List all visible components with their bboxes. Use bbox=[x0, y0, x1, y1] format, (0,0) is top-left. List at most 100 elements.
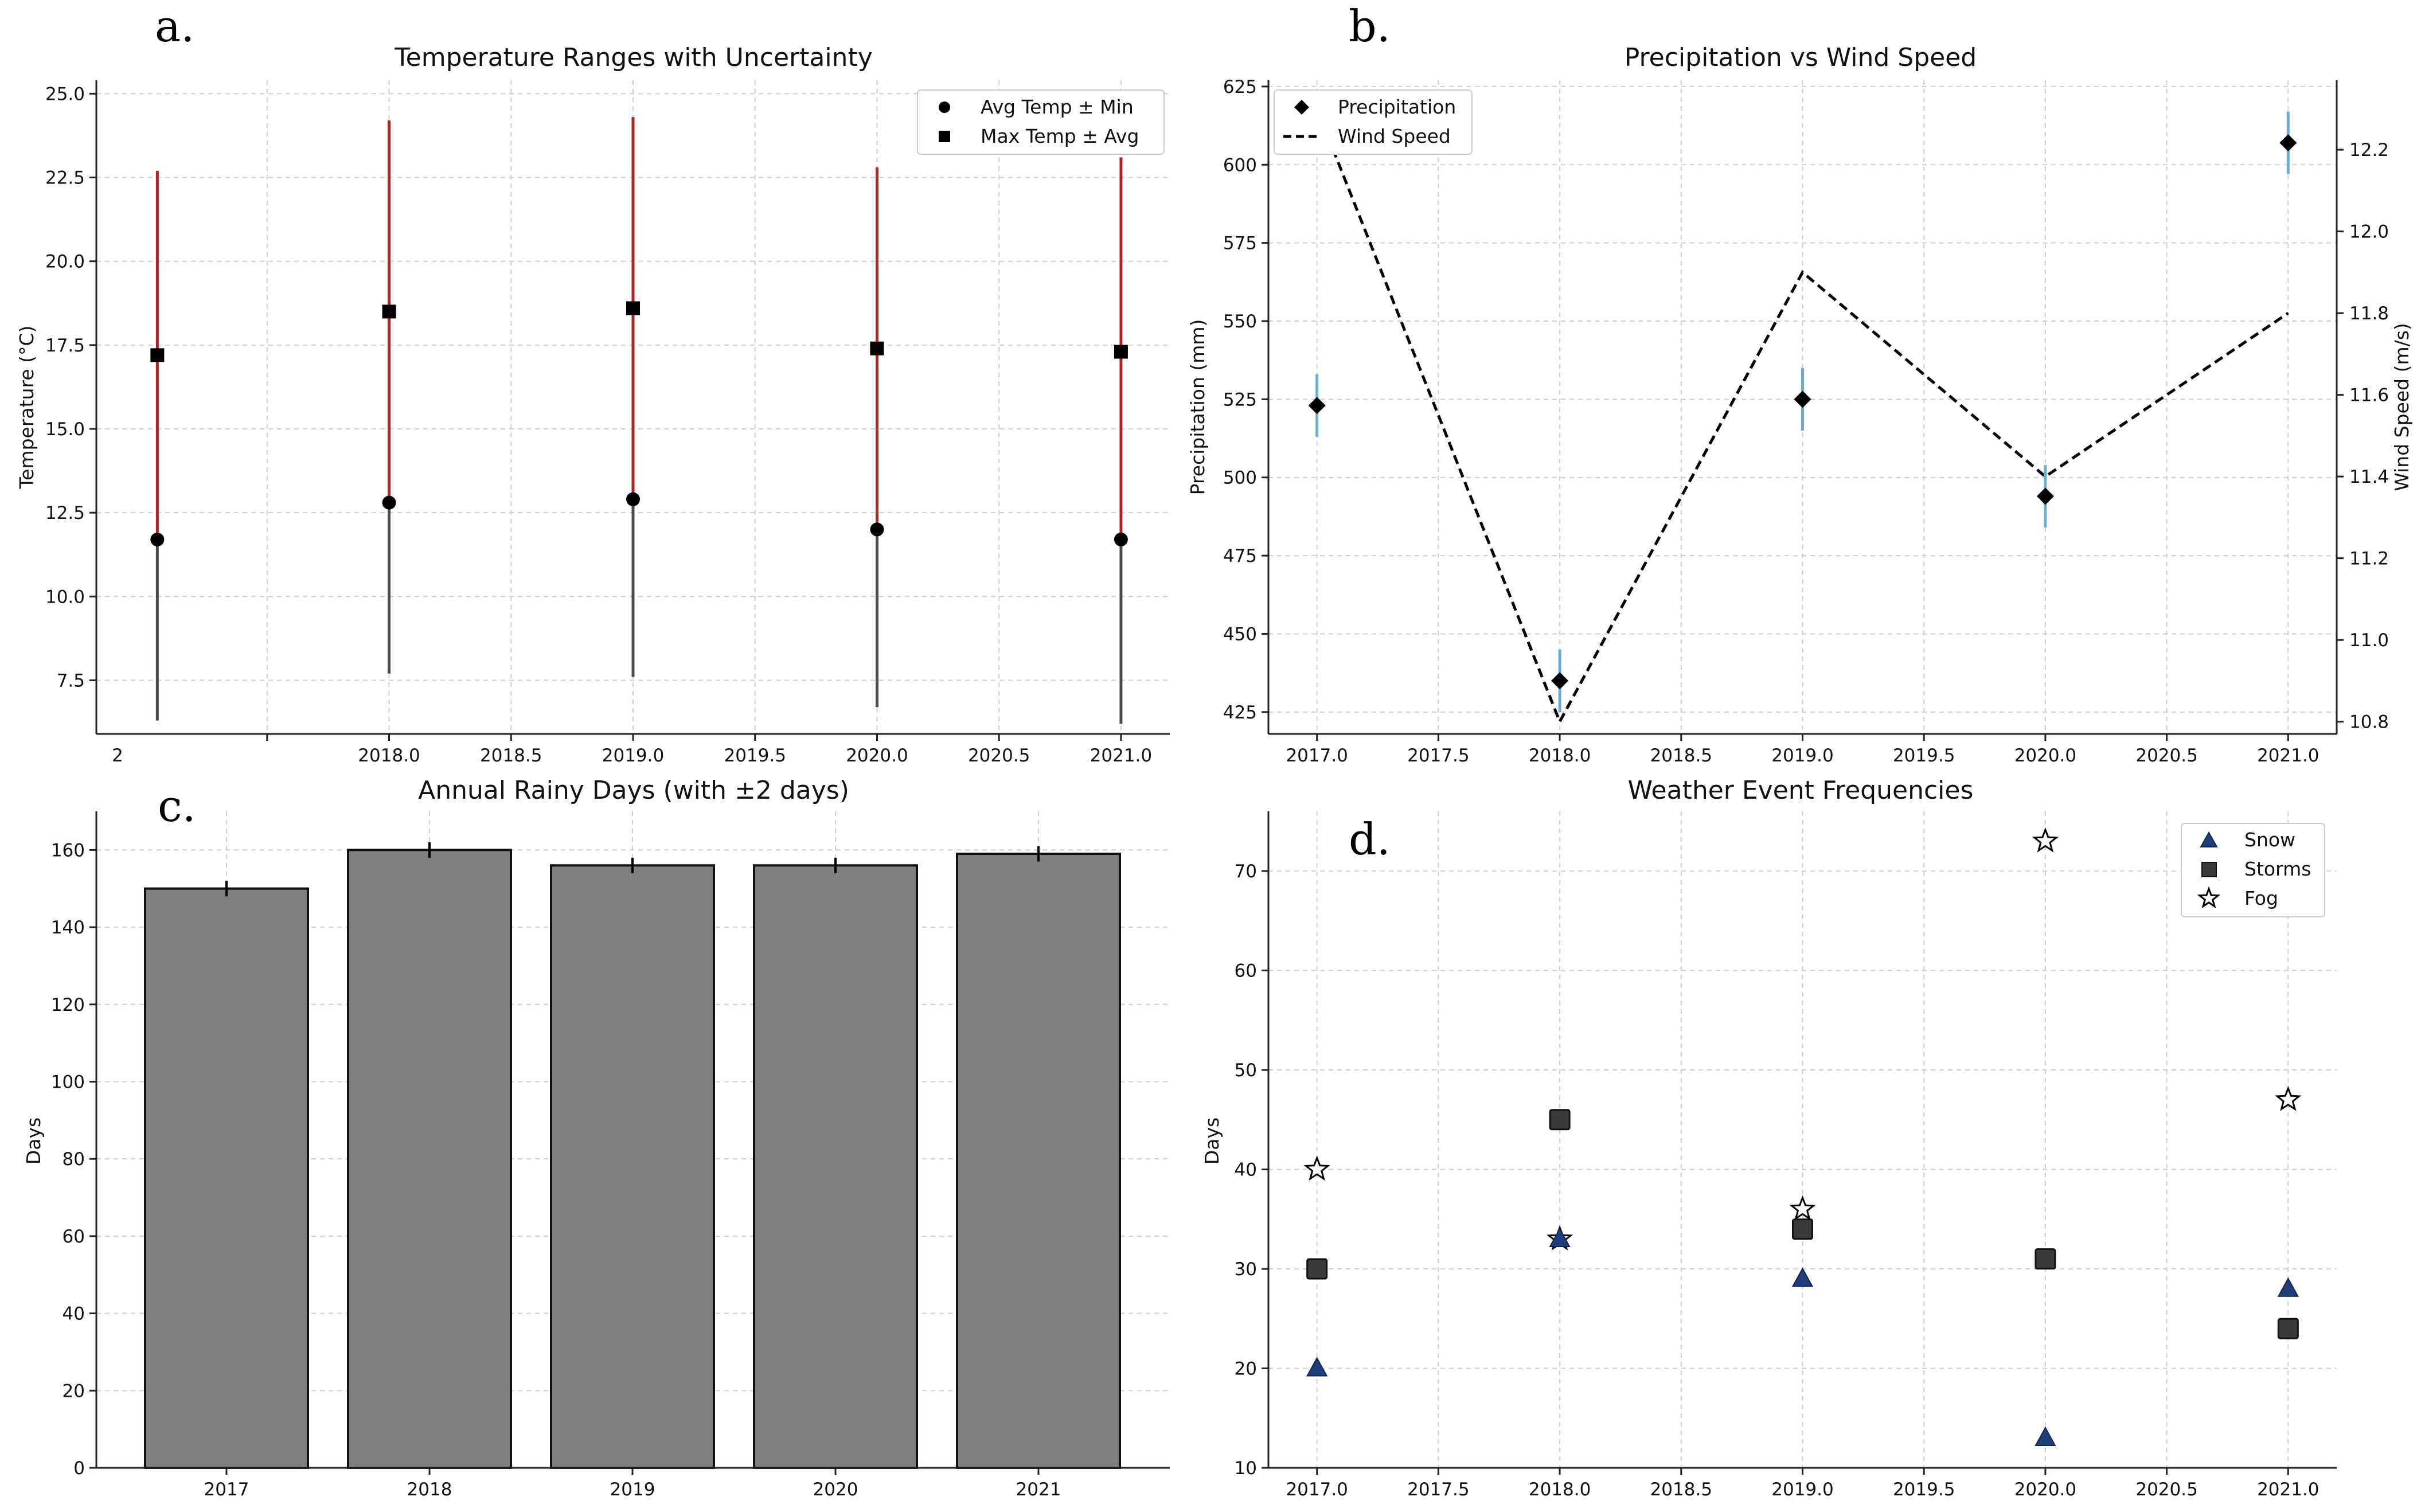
x-tick-label-a: 2018.0 bbox=[358, 745, 420, 766]
y-tick-right-label-b: 12.0 bbox=[2349, 222, 2389, 243]
y-tick-label-b: 600 bbox=[1223, 155, 1257, 175]
y-tick-right-label-b: 11.8 bbox=[2349, 303, 2389, 324]
x-tick-label-b: 2021.0 bbox=[2257, 745, 2319, 766]
y-tick-label-d: 50 bbox=[1235, 1060, 1257, 1081]
y-axis-label-a: Temperature (°C) bbox=[15, 326, 38, 490]
legend-box-b bbox=[1274, 89, 1473, 155]
x-tick-label-d: 2021.0 bbox=[2257, 1479, 2319, 1500]
y-tick-right-label-b: 11.0 bbox=[2349, 630, 2389, 651]
legend-marker-max-temp bbox=[939, 131, 950, 142]
point-storms bbox=[1306, 1258, 1328, 1280]
y-tick-right-label-b: 11.6 bbox=[2349, 385, 2389, 406]
point-avg-temp bbox=[870, 522, 884, 537]
y-tick-label-a: 17.5 bbox=[45, 335, 85, 356]
legend-marker-fog bbox=[2197, 886, 2221, 909]
y-tick-label-a: 15.0 bbox=[45, 419, 85, 440]
y-tick-label-c: 20 bbox=[63, 1381, 85, 1401]
x-tick-label-b: 2017.5 bbox=[1407, 745, 1469, 766]
point-precipitation bbox=[2036, 487, 2054, 505]
legend-box-a bbox=[917, 89, 1165, 155]
point-max-temp bbox=[150, 348, 165, 362]
bar bbox=[753, 864, 918, 1469]
y-tick-label-b: 575 bbox=[1223, 233, 1257, 254]
y-tick-label-c: 60 bbox=[63, 1226, 85, 1247]
x-tick-label-a: 2019.5 bbox=[724, 745, 786, 766]
point-avg-temp bbox=[626, 492, 640, 506]
panel-letter-a: a. bbox=[155, 1, 194, 52]
y-tick-right-label-b: 11.2 bbox=[2349, 549, 2389, 569]
bar bbox=[144, 887, 309, 1470]
point-avg-temp bbox=[150, 532, 165, 546]
legend-marker-avg-temp bbox=[939, 101, 950, 113]
legend-label-wind-speed: Wind Speed bbox=[1338, 125, 1451, 147]
x-tick-label-a: 2020.5 bbox=[968, 745, 1030, 766]
point-snow bbox=[1306, 1357, 1328, 1377]
legend-d: Snow Storms Fog bbox=[2181, 823, 2325, 917]
point-max-temp bbox=[870, 341, 884, 355]
y-tick-label-c: 80 bbox=[63, 1149, 85, 1170]
y-axis-label-d: Days bbox=[1201, 1118, 1223, 1165]
point-max-temp bbox=[382, 304, 396, 319]
y-tick-label-a: 7.5 bbox=[57, 670, 85, 691]
x-tick-label-b: 2020.5 bbox=[2135, 745, 2197, 766]
point-avg-temp bbox=[1114, 532, 1128, 546]
legend-marker-storms bbox=[2201, 862, 2217, 877]
point-snow bbox=[1791, 1267, 1814, 1287]
x-tick-label-d: 2020.5 bbox=[2135, 1479, 2197, 1500]
line-wind-speed bbox=[1315, 108, 2289, 725]
y-tick-label-a: 25.0 bbox=[45, 84, 85, 104]
panel-precipitation-wind: b. Precipitation vs Wind Speed Precipita… bbox=[1186, 1, 2413, 766]
legend-label-fog: Fog bbox=[2244, 887, 2278, 909]
y-tick-label-a: 20.0 bbox=[45, 252, 85, 272]
point-storms bbox=[1549, 1109, 1571, 1131]
panel-letter-b: b. bbox=[1349, 1, 1391, 52]
point-precipitation bbox=[1308, 397, 1326, 415]
point-fog bbox=[2275, 1085, 2302, 1111]
y-tick-label-b: 625 bbox=[1223, 77, 1257, 97]
y-axis-label-c: Days bbox=[22, 1118, 45, 1165]
y-tick-label-c: 40 bbox=[63, 1304, 85, 1325]
x-tick-label-d: 2019.0 bbox=[1771, 1479, 1833, 1500]
point-storms bbox=[1792, 1218, 1813, 1240]
y-tick-label-c: 140 bbox=[51, 917, 85, 938]
point-fog bbox=[2032, 827, 2059, 853]
bar bbox=[550, 864, 715, 1469]
panel-temperature-ranges: a. Temperature Ranges with Uncertainty T… bbox=[15, 1, 1170, 766]
point-snow bbox=[2277, 1277, 2299, 1297]
panel-letter-c: c. bbox=[158, 780, 196, 831]
y-tick-label-b: 525 bbox=[1223, 389, 1257, 410]
y-tick-label-b: 475 bbox=[1223, 546, 1257, 566]
point-storms bbox=[2277, 1318, 2299, 1339]
x-tick-label-a-partial: 2 bbox=[112, 745, 123, 766]
y-tick-label-c: 120 bbox=[51, 995, 85, 1015]
y-tick-label-c: 0 bbox=[73, 1458, 85, 1479]
panel-weather-events: d. Weather Event Frequencies Days 10 20 30… bbox=[1201, 776, 2337, 1500]
y-tick-label-b: 550 bbox=[1223, 311, 1257, 332]
x-tick-label-a: 2021.0 bbox=[1090, 745, 1152, 766]
chart-title-d: Weather Event Frequencies bbox=[1628, 776, 1974, 805]
y-tick-label-b: 425 bbox=[1223, 702, 1257, 723]
y-tick-label-a: 12.5 bbox=[45, 503, 85, 523]
legend-marker-precipitation bbox=[1294, 100, 1309, 115]
x-tick-label-c: 2020 bbox=[813, 1479, 858, 1500]
x-tick-label-c: 2021 bbox=[1016, 1479, 1061, 1500]
y-tick-label-d: 20 bbox=[1235, 1359, 1257, 1380]
legend-label-max-temp: Max Temp ± Avg bbox=[981, 125, 1139, 147]
legend-label-storms: Storms bbox=[2244, 858, 2311, 880]
legend-label-precipitation: Precipitation bbox=[1338, 96, 1456, 118]
chart-title-b: Precipitation vs Wind Speed bbox=[1625, 43, 1977, 72]
panel-letter-d: d. bbox=[1349, 814, 1391, 865]
y-axis-right-label-b: Wind Speed (m/s) bbox=[2391, 323, 2413, 491]
x-tick-label-c: 2018 bbox=[407, 1479, 452, 1500]
x-tick-label-b: 2019.0 bbox=[1771, 745, 1833, 766]
point-fog bbox=[1303, 1155, 1330, 1181]
legend-star-shape bbox=[2197, 886, 2221, 909]
y-tick-right-label-b: 10.8 bbox=[2349, 712, 2389, 733]
y-tick-right-label-b: 12.2 bbox=[2349, 140, 2389, 161]
point-avg-temp bbox=[382, 495, 396, 510]
chart-title-a: Temperature Ranges with Uncertainty bbox=[394, 43, 872, 72]
x-tick-label-c: 2019 bbox=[610, 1479, 655, 1500]
point-storms bbox=[2035, 1248, 2056, 1270]
point-snow bbox=[1549, 1227, 1571, 1247]
y-tick-label-b: 450 bbox=[1223, 624, 1257, 644]
